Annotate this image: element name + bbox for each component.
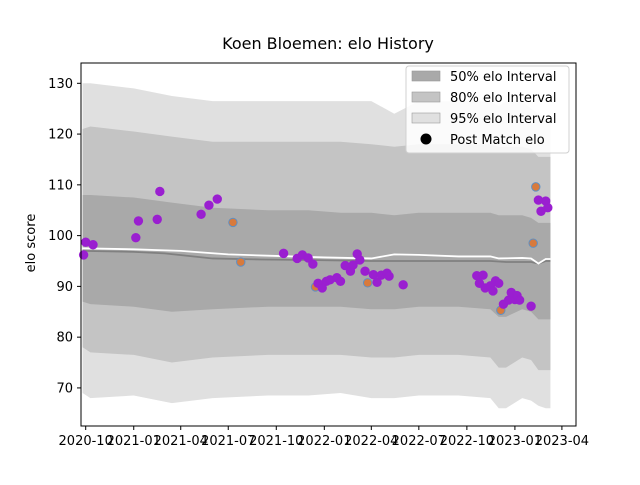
legend: 50% elo Interval 80% elo Interval 95% elo …: [405, 65, 570, 154]
x-tick-label: 2023-04: [535, 434, 589, 449]
data-point: [368, 270, 379, 280]
y-tick-label: 120: [48, 128, 73, 143]
y-tick-label: 80: [56, 331, 73, 346]
plot-frame: [80, 62, 577, 427]
legend-marker: [420, 133, 432, 145]
y-tick-label: 90: [56, 280, 73, 295]
data-point: [488, 286, 498, 296]
y-tick-label: 110: [48, 178, 73, 193]
data-point: [362, 278, 373, 288]
data-point: [531, 182, 541, 192]
data-point: [212, 194, 222, 204]
y-tick-label: 70: [56, 381, 73, 396]
y-tick-label: 100: [48, 229, 73, 244]
data-point: [317, 283, 327, 293]
x-tick-label: 2021-04: [154, 434, 208, 449]
data-point: [348, 260, 358, 270]
data-point: [88, 240, 98, 250]
legend-label: Post Match elo: [450, 133, 545, 148]
data-point: [543, 202, 553, 213]
x-tick-label: 2022-01: [297, 434, 351, 449]
data-point: [133, 216, 144, 226]
data-point: [236, 257, 246, 267]
data-point: [335, 276, 346, 287]
data-point: [494, 278, 504, 289]
legend-swatch: [411, 70, 441, 82]
data-point: [398, 280, 408, 290]
x-tick-label: 2022-04: [344, 434, 398, 449]
data-point: [78, 250, 89, 260]
data-point: [155, 186, 165, 197]
x-tick-label: 2021-07: [201, 434, 255, 449]
x-tick-label: 2021-10: [249, 434, 303, 449]
data-point: [308, 259, 318, 269]
legend-label: 50% elo Interval: [450, 70, 557, 85]
data-point: [355, 255, 365, 265]
y-tick-label: 130: [48, 77, 73, 92]
x-tick-label: 2022-10: [440, 434, 494, 449]
data-point: [514, 295, 525, 305]
x-tick-label: 2020-10: [59, 434, 113, 449]
data-point: [196, 209, 206, 219]
legend-swatch: [411, 112, 441, 124]
legend-swatch: [411, 91, 441, 103]
chart-title: Koen Bloemen: elo History: [222, 34, 434, 53]
data-point: [152, 214, 162, 225]
data-point: [303, 253, 313, 263]
legend-label: 95% elo Interval: [450, 112, 557, 127]
median-line: [82, 249, 551, 265]
data-point: [526, 301, 536, 311]
data-point: [228, 217, 238, 228]
x-tick-label: 2022-07: [392, 434, 446, 449]
data-point: [372, 277, 382, 288]
data-point: [360, 266, 370, 276]
legend-box: [405, 65, 570, 154]
data-point: [131, 232, 141, 243]
x-tick-label: 2021-01: [107, 434, 161, 449]
plot-area: [78, 83, 553, 409]
mean-line: [82, 247, 551, 265]
legend-label: 80% elo Interval: [450, 91, 557, 106]
x-tick-label: 2023-01: [488, 434, 542, 449]
data-point: [528, 238, 538, 248]
y-axis-label: elo score: [24, 214, 39, 273]
data-point: [478, 270, 488, 280]
data-point: [384, 271, 394, 281]
data-point: [278, 248, 289, 259]
data-point: [204, 200, 214, 210]
